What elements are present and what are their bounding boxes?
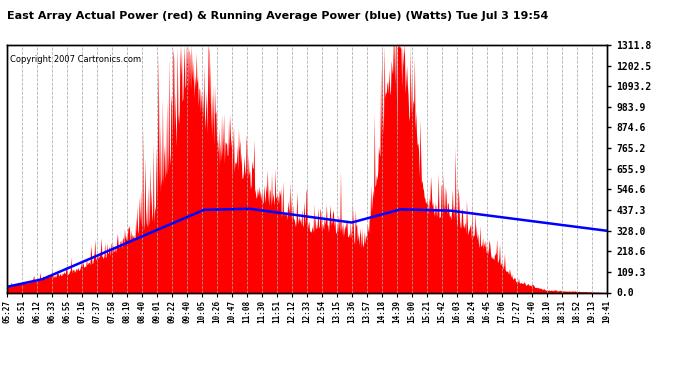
Text: Copyright 2007 Cartronics.com: Copyright 2007 Cartronics.com (10, 55, 141, 64)
Text: East Array Actual Power (red) & Running Average Power (blue) (Watts) Tue Jul 3 1: East Array Actual Power (red) & Running … (7, 11, 549, 21)
